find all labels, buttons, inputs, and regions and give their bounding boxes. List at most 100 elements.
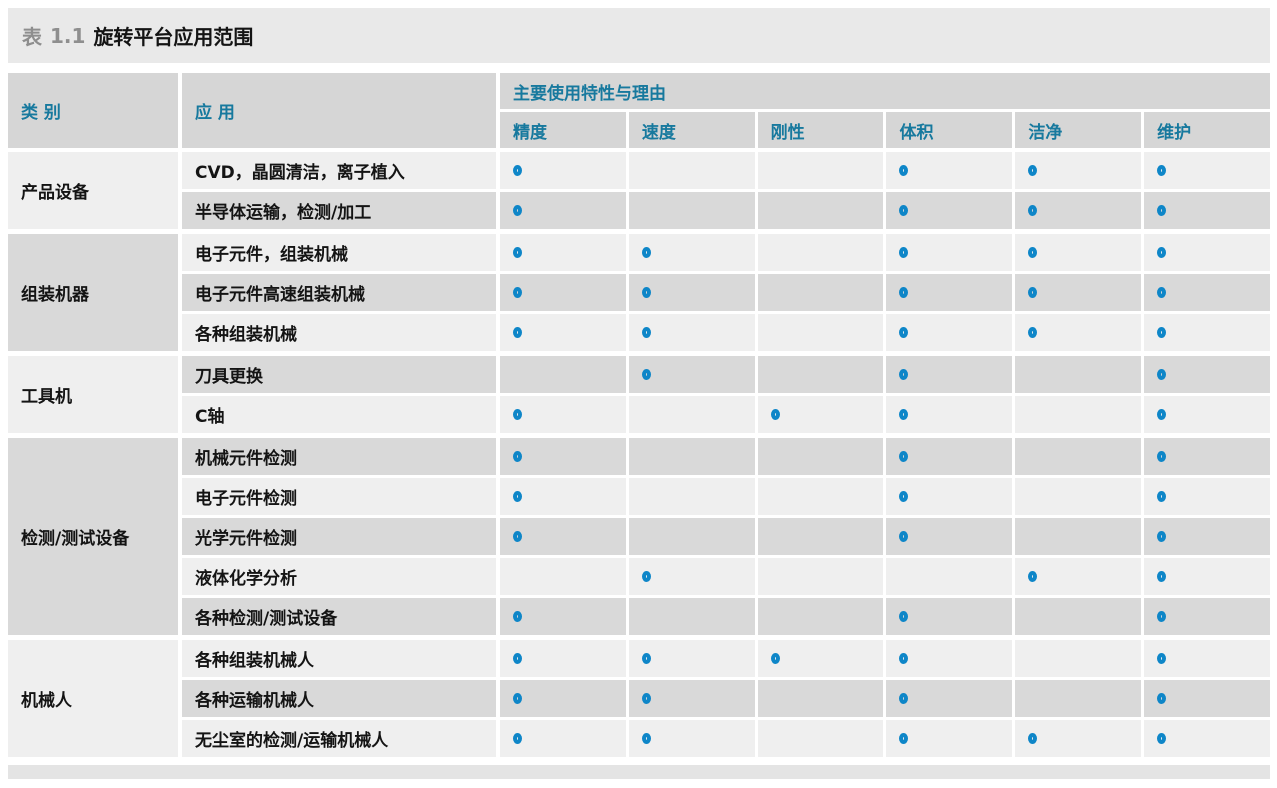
header-characteristics-section: 主要使用特性与理由 精度 速度 刚性 体积 洁净 维护	[500, 73, 1270, 148]
mark-cell	[757, 720, 884, 757]
marks-row	[500, 192, 1270, 229]
mark-cell	[757, 478, 884, 515]
table-body: 产品设备 CVD，晶圆清洁，离子植入 半导体运输，检测/加工 组装机器 电子元件，组装机…	[8, 152, 1270, 757]
open-circle-marker-icon	[1028, 165, 1038, 176]
mark-cell	[886, 680, 1013, 717]
mark-cell	[628, 478, 755, 515]
application-cell: C轴	[182, 396, 496, 433]
mark-cell	[1015, 314, 1142, 351]
mark-cell	[500, 438, 626, 475]
mark-cell	[500, 680, 626, 717]
marks-row	[500, 478, 1270, 515]
group-rows: 机械元件检测 电子元件检测 光学元件检测 液体化学分析 各种检测/测试设备	[182, 438, 1270, 635]
table-group: 检测/测试设备 机械元件检测 电子元件检测 光学元件检测 液体化学分析 各种检测/测试设备	[8, 438, 1270, 635]
open-circle-marker-icon	[899, 409, 909, 420]
marks-row	[500, 356, 1270, 393]
category-cell: 工具机	[8, 356, 178, 433]
mark-cell	[1015, 598, 1142, 635]
open-circle-marker-icon	[1157, 733, 1167, 744]
table-title-number: 1.1	[50, 23, 86, 48]
mark-cell	[1144, 234, 1270, 271]
table-row: CVD，晶圆清洁，离子植入	[182, 152, 1270, 189]
mark-cell	[628, 438, 755, 475]
mark-cell	[886, 518, 1013, 555]
mark-cell	[1144, 558, 1270, 595]
table-row: 电子元件，组装机械	[182, 234, 1270, 271]
mark-cell	[628, 518, 755, 555]
mark-cell	[500, 598, 626, 635]
open-circle-marker-icon	[641, 369, 651, 380]
open-circle-marker-icon	[513, 693, 522, 704]
marks-row	[500, 314, 1270, 351]
bottom-band	[8, 765, 1270, 779]
mark-cell	[1144, 680, 1270, 717]
mark-cell	[500, 478, 626, 515]
mark-cell	[886, 274, 1013, 311]
open-circle-marker-icon	[641, 287, 651, 298]
table-row: 各种组装机械人	[182, 640, 1270, 677]
table-row: 电子元件高速组装机械	[182, 274, 1270, 311]
mark-cell	[628, 640, 755, 677]
open-circle-marker-icon	[899, 165, 909, 176]
open-circle-marker-icon	[641, 327, 651, 338]
mark-cell	[1015, 438, 1142, 475]
mark-cell	[500, 558, 626, 595]
open-circle-marker-icon	[641, 653, 651, 664]
table-group: 产品设备 CVD，晶圆清洁，离子植入 半导体运输，检测/加工	[8, 152, 1270, 229]
mark-cell	[1144, 518, 1270, 555]
open-circle-marker-icon	[899, 327, 909, 338]
table-row: 刀具更换	[182, 356, 1270, 393]
mark-cell	[1144, 598, 1270, 635]
marks-row	[500, 680, 1270, 717]
open-circle-marker-icon	[513, 653, 522, 664]
open-circle-marker-icon	[1028, 205, 1038, 216]
open-circle-marker-icon	[1157, 409, 1167, 420]
mark-cell	[1015, 518, 1142, 555]
mark-cell	[1015, 720, 1142, 757]
table-row: 机械元件检测	[182, 438, 1270, 475]
mark-cell	[1144, 478, 1270, 515]
mark-cell	[628, 558, 755, 595]
open-circle-marker-icon	[899, 451, 909, 462]
mark-cell	[886, 558, 1013, 595]
table-group: 工具机 刀具更换 C轴	[8, 356, 1270, 433]
table-title-text: 旋转平台应用范围	[93, 25, 254, 49]
open-circle-marker-icon	[899, 611, 909, 622]
mark-cell	[500, 234, 626, 271]
open-circle-marker-icon	[770, 409, 780, 420]
header-characteristics-row: 精度 速度 刚性 体积 洁净 维护	[500, 112, 1270, 148]
mark-cell	[757, 234, 884, 271]
table-header: 类 别 应 用 主要使用特性与理由 精度 速度 刚性 体积 洁净 维护	[8, 73, 1270, 148]
open-circle-marker-icon	[641, 571, 651, 582]
header-rigidity: 刚性	[757, 112, 884, 148]
category-cell: 组装机器	[8, 234, 178, 351]
header-maintenance: 维护	[1144, 112, 1270, 148]
mark-cell	[1015, 640, 1142, 677]
mark-cell	[886, 314, 1013, 351]
mark-cell	[628, 274, 755, 311]
mark-cell	[628, 680, 755, 717]
group-rows: CVD，晶圆清洁，离子植入 半导体运输，检测/加工	[182, 152, 1270, 229]
marks-row	[500, 438, 1270, 475]
mark-cell	[757, 356, 884, 393]
application-cell: CVD，晶圆清洁，离子植入	[182, 152, 496, 189]
mark-cell	[628, 396, 755, 433]
mark-cell	[886, 192, 1013, 229]
open-circle-marker-icon	[1028, 733, 1038, 744]
open-circle-marker-icon	[1157, 369, 1167, 380]
table-title-label: 表	[22, 25, 42, 49]
group-rows: 刀具更换 C轴	[182, 356, 1270, 433]
mark-cell	[628, 720, 755, 757]
application-cell: 光学元件检测	[182, 518, 496, 555]
application-cell: 液体化学分析	[182, 558, 496, 595]
mark-cell	[1144, 438, 1270, 475]
mark-cell	[757, 314, 884, 351]
mark-cell	[1015, 356, 1142, 393]
mark-cell	[500, 720, 626, 757]
application-cell: 无尘室的检测/运输机械人	[182, 720, 496, 757]
application-cell: 半导体运输，检测/加工	[182, 192, 496, 229]
header-volume: 体积	[886, 112, 1013, 148]
mark-cell	[628, 598, 755, 635]
mark-cell	[628, 152, 755, 189]
